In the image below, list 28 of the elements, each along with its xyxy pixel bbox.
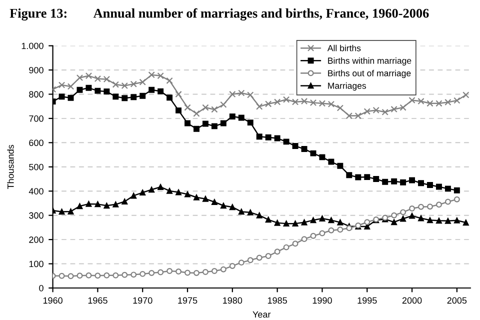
y-tick-label: 600 <box>29 140 44 146</box>
chart-title: Figure 13: Annual number of marriages and births, France, 1960-2006 <box>10 8 429 20</box>
x-tick-label: 1975 <box>178 297 198 304</box>
y-tick-label: 0 <box>39 284 44 292</box>
y-tick-label: 500 <box>29 164 44 170</box>
legend-label: All births <box>327 44 361 52</box>
x-tick-label: 1995 <box>358 297 377 304</box>
x-tick-label: 1985 <box>268 297 287 304</box>
y-tick-label: 200 <box>29 236 44 243</box>
y-tick-label: 800 <box>29 91 44 98</box>
x-tick-label: 1970 <box>133 297 152 304</box>
x-tick-label: 2005 <box>447 297 467 304</box>
x-tick-label: 1990 <box>312 297 332 304</box>
legend-label: Births within marriage <box>328 57 412 66</box>
y-tick-label: 700 <box>29 115 44 122</box>
legend-label: Marriages <box>328 82 366 91</box>
y-tick-label: 900 <box>29 66 44 74</box>
x-tick-label: 1965 <box>88 297 108 304</box>
y-tick-label: 400 <box>28 188 44 194</box>
x-tick-label: 1980 <box>223 297 242 304</box>
y-tick-label: 1.000 <box>22 42 44 50</box>
legend-label: Births out of marriage <box>328 70 411 78</box>
y-axis-title: Thousands <box>7 144 14 190</box>
y-tick-label: 100 <box>29 260 44 268</box>
x-axis-title: Year <box>252 311 271 318</box>
x-tick-label: 1960 <box>43 297 62 304</box>
x-tick-label: 2000 <box>402 297 422 304</box>
y-tick-label: 300 <box>29 212 44 219</box>
